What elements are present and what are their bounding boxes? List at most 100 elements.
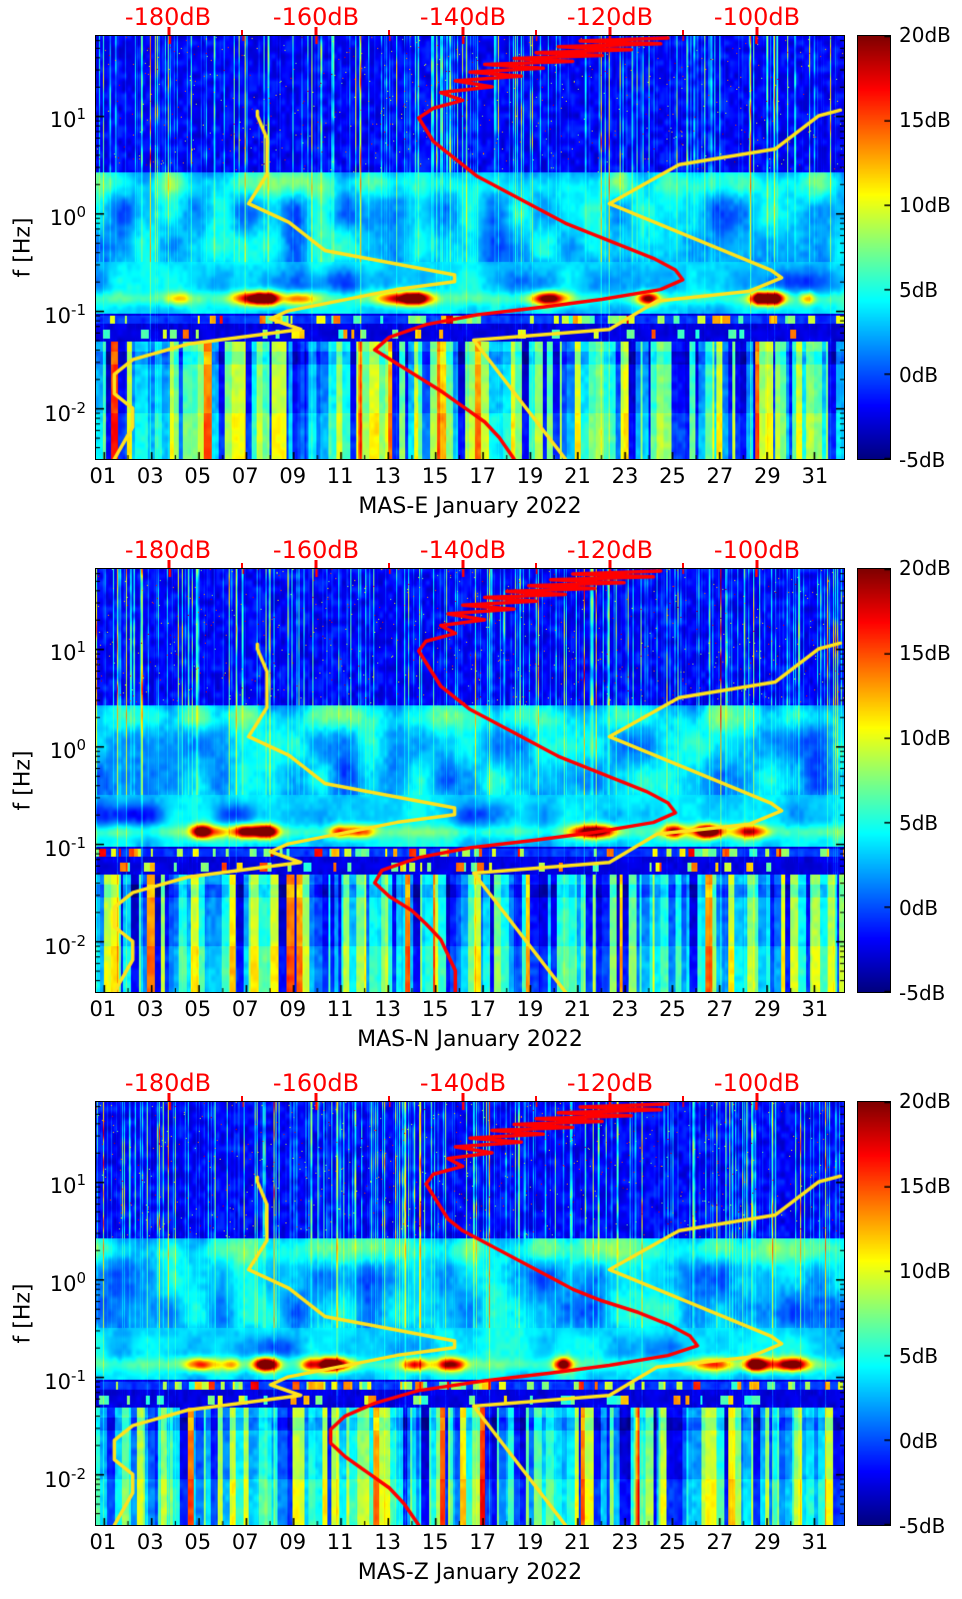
- y-tick-base: 10: [49, 206, 77, 230]
- top-axis-tick: [682, 563, 685, 568]
- top-axis-tick: [535, 30, 538, 35]
- top-axis-label: -160dB: [272, 3, 360, 31]
- top-axis-label: -140dB: [419, 536, 507, 564]
- x-tick-label: 19: [516, 997, 544, 1021]
- colorbar-tick-label: 20dB: [899, 1089, 951, 1113]
- top-axis-tick: [608, 1093, 612, 1101]
- x-tick-label: 17: [469, 464, 496, 488]
- x-tick-label: 13: [374, 997, 402, 1021]
- x-tick-label: 17: [469, 997, 496, 1021]
- colorbar-tick-label: 5dB: [899, 1344, 939, 1368]
- top-axis-label: -160dB: [272, 536, 360, 564]
- y-tick-label: 10-2: [0, 928, 86, 960]
- y-tick-label: 10-1: [0, 297, 86, 329]
- x-tick-label: 01: [89, 464, 117, 488]
- x-tick-label: 01: [89, 997, 117, 1021]
- x-tick-label: 03: [136, 997, 164, 1021]
- y-tick-label: 10-1: [0, 830, 86, 862]
- y-tick-exponent: -1: [71, 834, 86, 852]
- colorbar-tick-label: 10dB: [899, 1259, 951, 1283]
- x-tick-label: 13: [374, 1530, 402, 1554]
- top-axis-tick: [167, 27, 171, 35]
- y-tick-base: 10: [44, 402, 72, 426]
- x-tick-label: 23: [611, 997, 639, 1021]
- y-tick-exponent: 1: [76, 1171, 86, 1189]
- y-tick-label: 101: [0, 634, 86, 666]
- colorbar-tick-label: 20dB: [899, 556, 951, 580]
- top-axis-label: -120dB: [566, 3, 654, 31]
- y-tick-base: 10: [49, 1272, 77, 1296]
- spectrogram-canvas: [95, 568, 845, 993]
- x-tick-label: 09: [279, 464, 307, 488]
- top-axis-tick: [388, 30, 391, 35]
- y-tick-exponent: -1: [71, 1367, 86, 1385]
- y-tick-exponent: -2: [71, 1465, 86, 1483]
- colorbar-tick-label: 20dB: [899, 23, 951, 47]
- colorbar-tick-label: 10dB: [899, 193, 951, 217]
- top-axis-tick: [755, 27, 759, 35]
- colorbar-tick-label: 15dB: [899, 641, 951, 665]
- top-axis-label: -120dB: [566, 1069, 654, 1097]
- top-axis-tick: [241, 30, 244, 35]
- y-tick-label: 101: [0, 1167, 86, 1199]
- y-tick-label: 100: [0, 1265, 86, 1297]
- x-tick-label: 05: [184, 997, 212, 1021]
- x-tick-label: 21: [564, 464, 591, 488]
- x-tick-label: 27: [706, 464, 734, 488]
- x-axis-title: MAS-N January 2022: [357, 1027, 583, 1052]
- x-tick-label: 03: [136, 1530, 164, 1554]
- y-tick-exponent: 1: [76, 105, 86, 123]
- top-axis-label: -180dB: [124, 1069, 212, 1097]
- top-axis-tick: [241, 563, 244, 568]
- spectrogram-canvas: [95, 1101, 845, 1526]
- x-tick-label: 21: [564, 997, 591, 1021]
- x-tick-label: 23: [611, 1530, 639, 1554]
- top-axis-tick: [461, 27, 465, 35]
- top-axis-tick: [682, 30, 685, 35]
- y-tick-exponent: 0: [76, 1269, 86, 1287]
- x-tick-label: 07: [231, 1530, 259, 1554]
- y-tick-base: 10: [49, 108, 77, 132]
- colorbar-tick-label: 0dB: [899, 896, 939, 920]
- colorbar-tick-label: -5dB: [899, 981, 946, 1005]
- top-axis-label: -160dB: [272, 1069, 360, 1097]
- x-tick-label: 29: [754, 1530, 781, 1554]
- panel-mas-e: -180dB -160dB -140dB -120dB -100dB f [Hz…: [0, 0, 962, 533]
- colorbar-tick-label: 5dB: [899, 811, 939, 835]
- x-tick-label: 15: [421, 1530, 449, 1554]
- y-tick-label: 10-2: [0, 1461, 86, 1493]
- top-axis-tick: [535, 563, 538, 568]
- x-tick-label: 25: [659, 997, 686, 1021]
- panel-mas-z: -180dB -160dB -140dB -120dB -100dB f [Hz…: [0, 1066, 962, 1599]
- top-axis-tick: [314, 1093, 318, 1101]
- colorbar-tick-label: -5dB: [899, 1514, 946, 1538]
- colorbar-tick-label: 0dB: [899, 363, 939, 387]
- top-axis-tick: [608, 27, 612, 35]
- x-tick-label: 01: [89, 1530, 117, 1554]
- x-tick-label: 19: [516, 1530, 544, 1554]
- x-tick-label: 09: [279, 1530, 307, 1554]
- colorbar-canvas: [857, 568, 891, 993]
- colorbar-canvas: [857, 1101, 891, 1526]
- y-tick-label: 100: [0, 199, 86, 231]
- x-tick-label: 13: [374, 464, 402, 488]
- x-tick-label: 31: [801, 1530, 829, 1554]
- top-axis-tick: [461, 560, 465, 568]
- colorbar-tick-label: -5dB: [899, 448, 946, 472]
- y-tick-base: 10: [44, 1370, 72, 1394]
- top-axis-tick: [167, 560, 171, 568]
- x-tick-label: 17: [469, 1530, 496, 1554]
- colorbar-tick-label: 5dB: [899, 278, 939, 302]
- y-tick-label: 101: [0, 101, 86, 133]
- x-tick-label: 27: [706, 997, 734, 1021]
- x-tick-label: 31: [801, 464, 829, 488]
- top-axis-label: -100dB: [713, 1069, 801, 1097]
- x-tick-label: 31: [801, 997, 829, 1021]
- top-axis-label: -140dB: [419, 1069, 507, 1097]
- x-tick-label: 09: [279, 997, 307, 1021]
- colorbar-tick-label: 15dB: [899, 1174, 951, 1198]
- x-tick-label: 15: [421, 997, 449, 1021]
- top-axis-tick: [314, 560, 318, 568]
- x-tick-label: 07: [231, 997, 259, 1021]
- colorbar-tick-label: 10dB: [899, 726, 951, 750]
